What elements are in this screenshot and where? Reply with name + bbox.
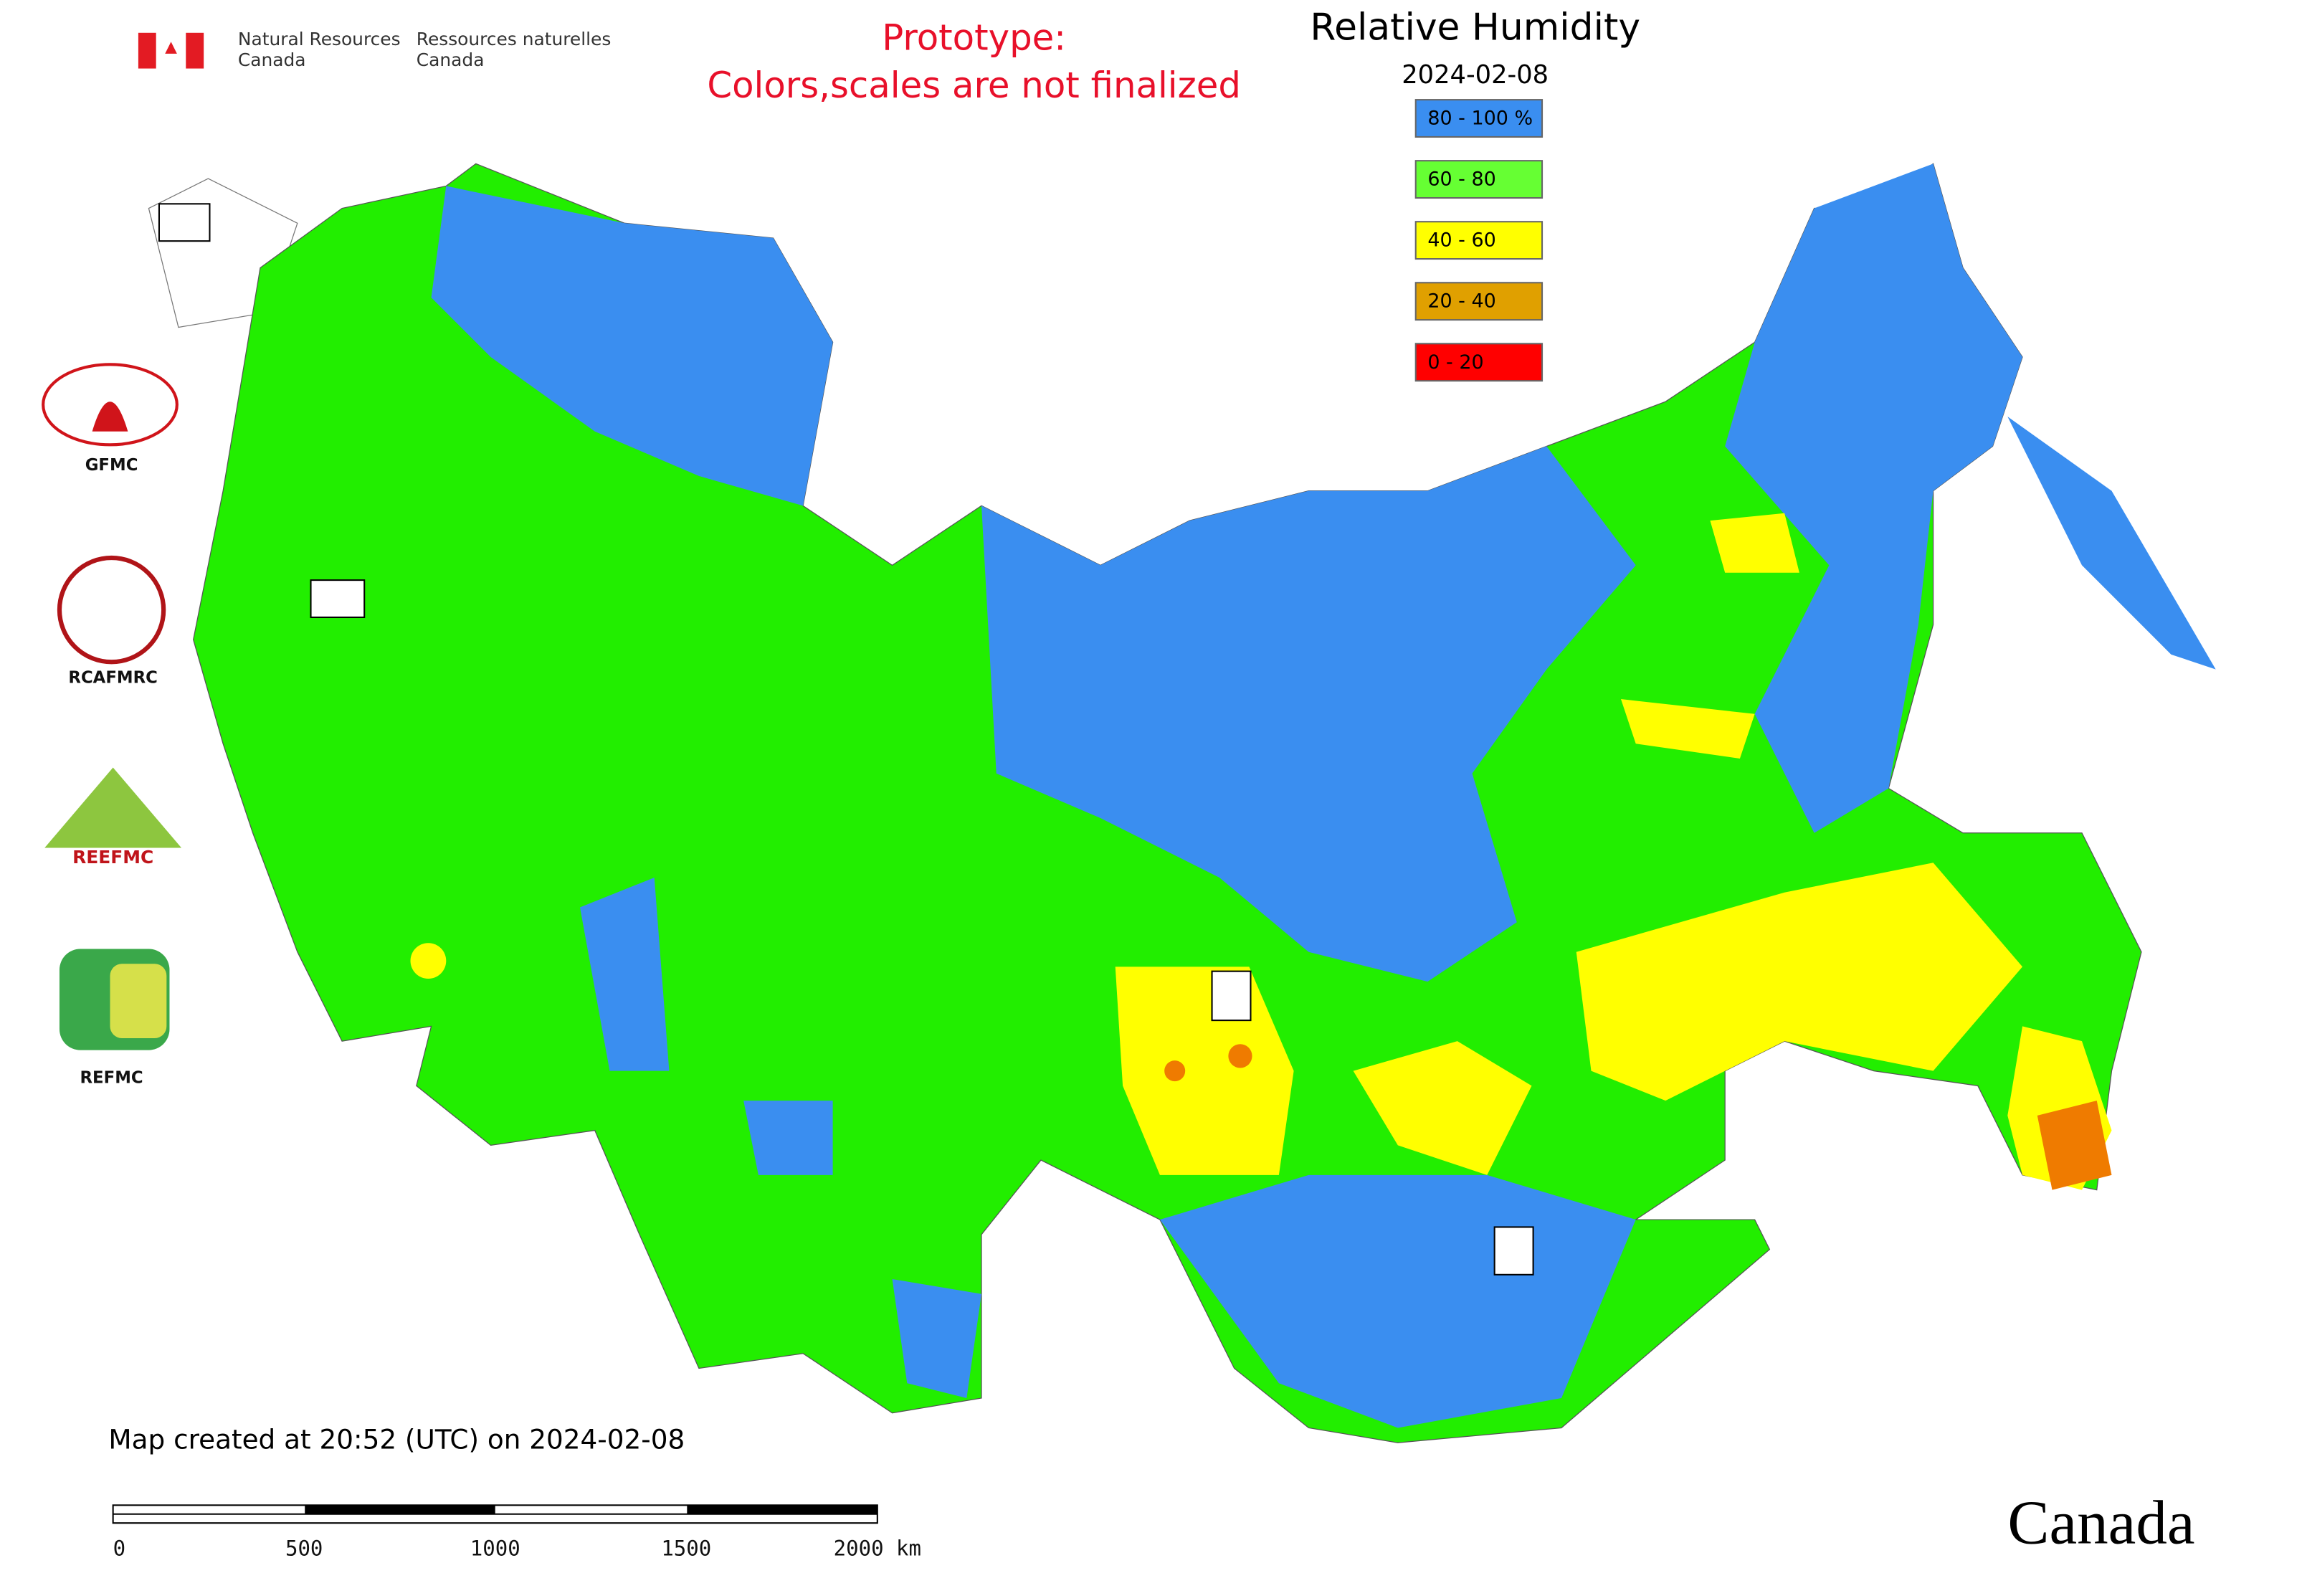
agency-en: Canada	[238, 49, 306, 70]
scale-label: 1000	[470, 1536, 520, 1561]
logo-label: RCAFMRC	[68, 669, 157, 688]
logo-label: GFMC	[85, 456, 138, 475]
canada-wordmark: Canada	[2007, 1488, 2194, 1557]
scale-bar	[112, 1504, 878, 1524]
logo-label: REEFMC	[72, 847, 153, 868]
agency-fr: Ressources naturelles	[417, 29, 612, 49]
legend-label: 40 - 60	[1427, 229, 1495, 252]
scale-label: 0	[113, 1536, 125, 1561]
legend-swatch	[1414, 99, 1544, 138]
legend: 80 - 100 % 60 - 80 40 - 60 20 - 40 0 - 20	[1414, 99, 1544, 382]
canada-flag	[138, 32, 204, 69]
legend-swatch	[1414, 221, 1544, 260]
logo-label: REFMC	[80, 1069, 143, 1088]
legend-swatch	[1414, 282, 1544, 321]
footer-note: Map created at 20:52 (UTC) on 2024-02-08	[108, 1424, 685, 1455]
logos: GFMC RCAFMRC REEFMC REFMC	[42, 203, 1534, 1276]
map-date: 2024-02-08	[1402, 60, 1549, 90]
legend-label: 60 - 80	[1427, 168, 1495, 191]
agency-en: Natural Resources	[238, 29, 401, 49]
agency-fr: Canada	[417, 49, 485, 70]
legend-swatch	[1414, 160, 1544, 199]
legend-label: 0 - 20	[1427, 351, 1483, 374]
notice: Colors,scales are not finalized	[707, 65, 1241, 106]
legend-label: 20 - 40	[1427, 290, 1495, 313]
map	[148, 163, 2216, 1443]
notice: Prototype:	[882, 17, 1066, 59]
scale-label: 1500	[661, 1536, 711, 1561]
legend-swatch	[1414, 343, 1544, 382]
legend-label: 80 - 100 %	[1427, 108, 1533, 130]
map-title: Relative Humidity	[1310, 6, 1640, 49]
scale-label: 2000 km	[834, 1536, 921, 1561]
scale-label: 500	[285, 1536, 323, 1561]
